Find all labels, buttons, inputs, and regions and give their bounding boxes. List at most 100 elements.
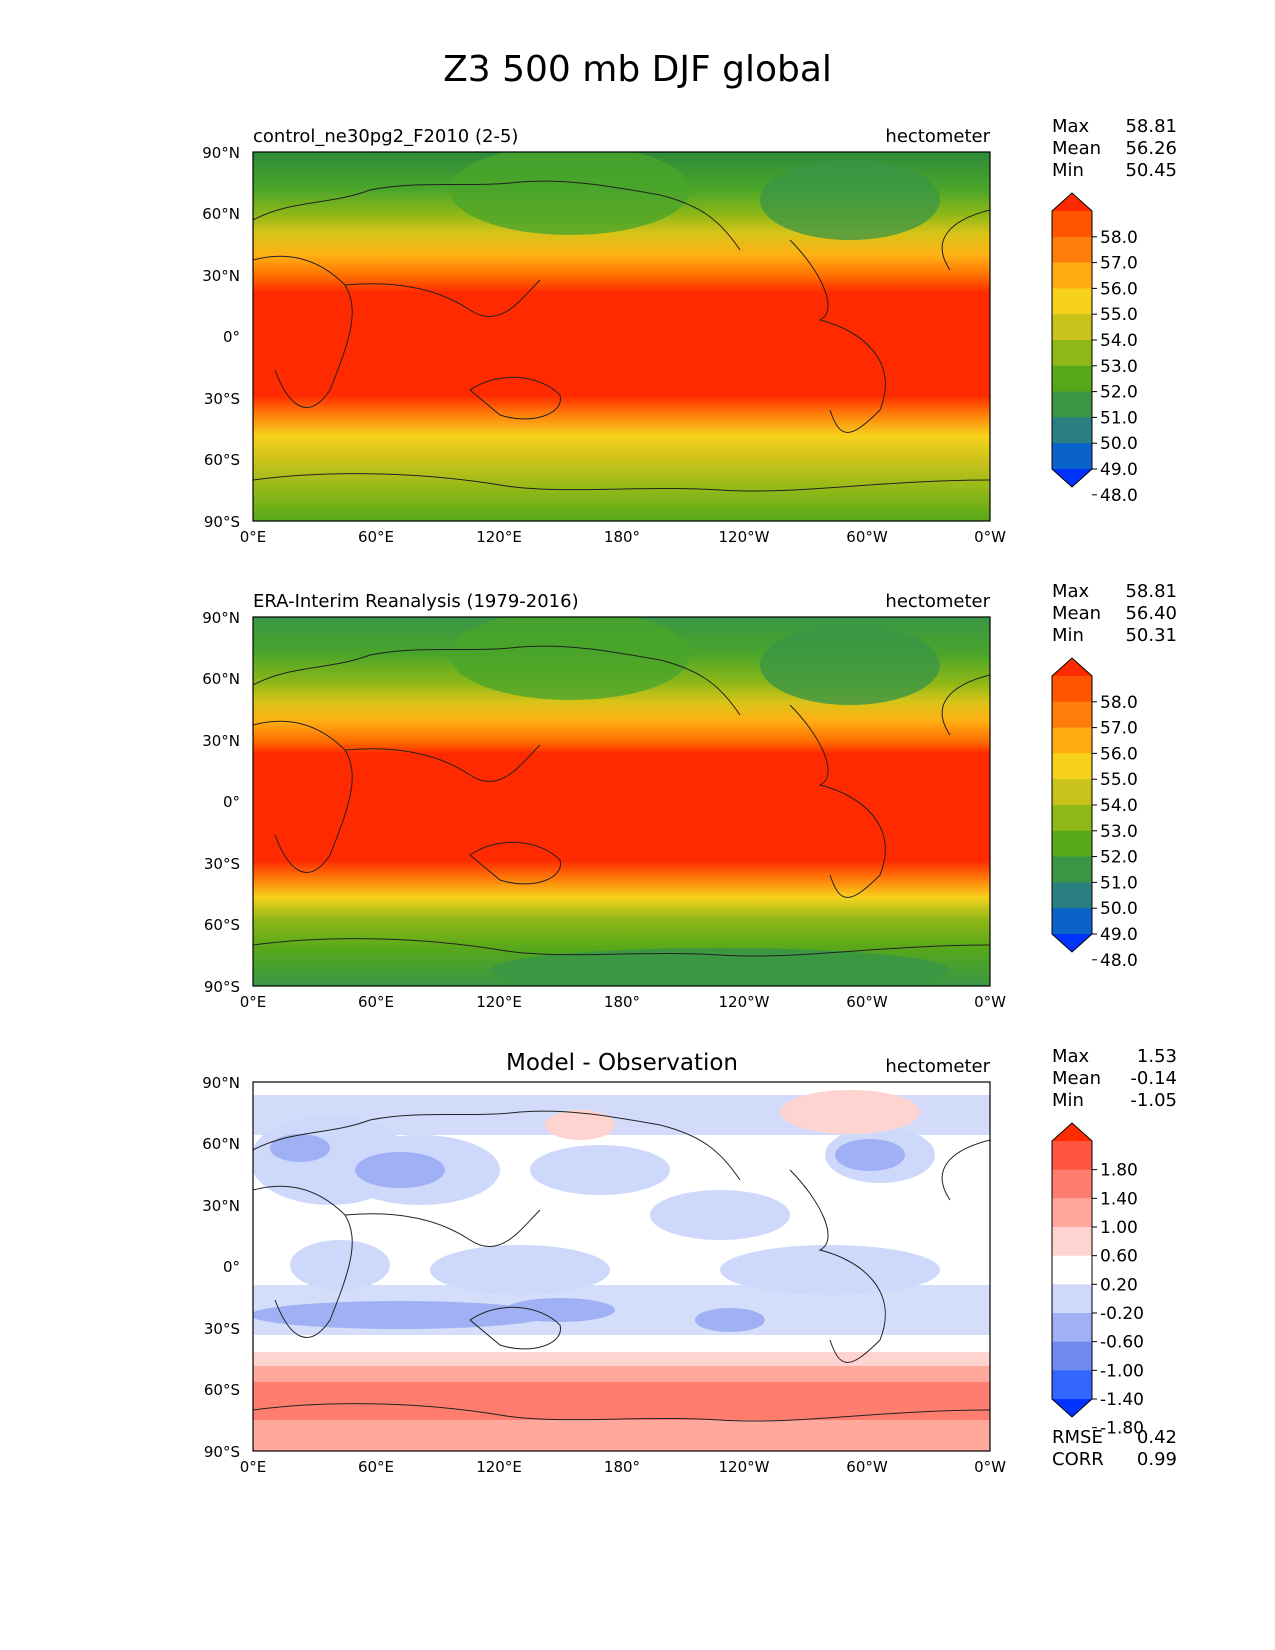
difference-coastline-path <box>253 1110 990 1363</box>
colorbar-level-label: -1.40 <box>1100 1390 1144 1410</box>
colorbar-extend-min <box>1052 469 1092 487</box>
panel-difference-metrics: RMSE 0.42 CORR 0.99 <box>1052 1427 1177 1470</box>
colorbar-swatch <box>1052 443 1092 470</box>
colorbar-swatch <box>1052 1169 1092 1199</box>
difference-band-positive-2 <box>253 1366 990 1382</box>
stat-min-label: Min <box>1052 1090 1084 1111</box>
lon-tick: 180° <box>604 528 640 546</box>
colorbar-extend-max <box>1052 658 1092 676</box>
control-antarctica-path <box>253 473 990 492</box>
control-coastlines <box>253 180 990 492</box>
panel-difference-units: hectometer <box>885 1056 990 1077</box>
panel-observation-lat-ticks: 90°N 60°N 30°N 0° 30°S 60°S 90°S <box>202 609 240 996</box>
colorbar-swatch <box>1052 391 1092 418</box>
lon-tick: 60°E <box>358 1458 394 1476</box>
colorbar-level-label: -1.00 <box>1100 1361 1144 1381</box>
colorbar-level-label: 54.0 <box>1100 796 1138 816</box>
difference-patch-south-pacific <box>720 1245 940 1295</box>
lon-tick: 120°E <box>476 528 522 546</box>
stat-min-value: -1.05 <box>1130 1090 1177 1111</box>
colorbar-swatch <box>1052 417 1092 444</box>
colorbar-swatch <box>1052 676 1092 703</box>
colorbar-level-label: 49.0 <box>1100 460 1138 480</box>
stat-min-label: Min <box>1052 625 1084 646</box>
stat-max-label: Max <box>1052 581 1090 602</box>
stat-min-value: 50.45 <box>1125 160 1177 181</box>
panel-difference-lat-ticks: 90°N 60°N 30°N 0° 30°S 60°S 90°S <box>202 1074 240 1461</box>
difference-patch-kamchatka-positive <box>545 1110 615 1140</box>
lon-tick: 120°W <box>719 993 770 1011</box>
panel-observation-svg: ERA-Interim Reanalysis (1979-2016) hecto… <box>202 581 1177 1011</box>
figure-title: Z3 500 mb DJF global <box>443 49 832 90</box>
metric-corr-label: CORR <box>1052 1449 1104 1470</box>
stat-max-label: Max <box>1052 116 1090 137</box>
colorbar-swatch <box>1052 314 1092 341</box>
lat-tick: 60°N <box>202 205 240 223</box>
lat-tick: 90°S <box>204 513 240 531</box>
colorbar-level-label: 57.0 <box>1100 719 1138 739</box>
colorbar-level-label: 56.0 <box>1100 279 1138 299</box>
colorbar-swatch <box>1052 830 1092 858</box>
panel-control-units: hectometer <box>885 126 990 147</box>
control-trough-america <box>760 160 940 240</box>
colorbar-level-label: 58.0 <box>1100 228 1138 248</box>
panel-control: control_ne30pg2_F2010 (2-5) hectometer 9… <box>0 110 1275 580</box>
observation-antarctic-low <box>490 948 950 986</box>
colorbar-swatch <box>1052 262 1092 289</box>
stat-mean-value: 56.40 <box>1125 603 1177 624</box>
stat-max-value: 1.53 <box>1137 1046 1177 1067</box>
colorbar-level-label: 53.0 <box>1100 357 1138 377</box>
lat-tick: 30°S <box>204 855 240 873</box>
lat-tick: 90°N <box>202 144 240 162</box>
panel-observation-frame <box>252 616 991 987</box>
lat-tick: 0° <box>223 1258 240 1276</box>
difference-patch-asia-core <box>355 1152 445 1188</box>
difference-antarctica-path <box>253 1403 990 1422</box>
colorbar-extend-min <box>1052 934 1092 952</box>
difference-band-zero <box>253 1340 990 1352</box>
stat-mean-value: -0.14 <box>1130 1068 1177 1089</box>
lon-tick: 60°E <box>358 993 394 1011</box>
colorbar-swatch <box>1052 1198 1092 1228</box>
colorbar-level-label: 48.0 <box>1100 486 1138 506</box>
metric-corr-value: 0.99 <box>1137 1449 1177 1470</box>
lat-tick: 60°S <box>204 451 240 469</box>
panel-control-colorbar: 58.0 57.0 56.0 55.0 54.0 53.0 52.0 51.0 50.0 49.0… <box>1051 192 1138 506</box>
panel-control-svg: control_ne30pg2_F2010 (2-5) hectometer 9… <box>202 116 1177 546</box>
colorbar-swatch <box>1052 340 1092 367</box>
lon-tick: 60°E <box>358 528 394 546</box>
panel-control-lat-ticks: 90°N 60°N 30°N 0° 30°S 60°S 90°S <box>202 144 240 531</box>
colorbar-level-label: 52.0 <box>1100 848 1138 868</box>
stat-mean-label: Mean <box>1052 138 1101 159</box>
colorbar-level-label: 0.20 <box>1100 1275 1138 1295</box>
metric-rmse-label: RMSE <box>1052 1427 1103 1448</box>
control-coastline-path <box>253 180 990 433</box>
panel-observation-lon-ticks: 0°E 60°E 120°E 180° 120°W 60°W 0°W <box>240 993 1006 1011</box>
stat-max-value: 58.81 <box>1125 116 1177 137</box>
difference-coastlines <box>253 1110 990 1422</box>
observation-coastlines <box>253 645 990 957</box>
colorbar-level-label: -0.20 <box>1100 1304 1144 1324</box>
colorbar-level-label: 1.00 <box>1100 1218 1138 1238</box>
lat-tick: 30°N <box>202 1197 240 1215</box>
colorbar-level-label: 51.0 <box>1100 408 1138 428</box>
panel-control-title: control_ne30pg2_F2010 (2-5) <box>253 126 518 147</box>
panel-difference-svg: Model - Observation hectometer 90°N <box>202 1046 1177 1476</box>
lon-tick: 0°E <box>240 993 267 1011</box>
colorbar-swatch <box>1052 1227 1092 1257</box>
lat-tick: 90°N <box>202 609 240 627</box>
lon-tick: 120°W <box>719 1458 770 1476</box>
difference-patch-america-core <box>835 1139 905 1171</box>
lat-tick: 30°S <box>204 390 240 408</box>
difference-patch-subtropical <box>650 1190 790 1240</box>
lon-tick: 0°W <box>974 1458 1006 1476</box>
colorbar-level-label: 53.0 <box>1100 822 1138 842</box>
colorbar-swatch <box>1052 908 1092 935</box>
stat-mean-value: 56.26 <box>1125 138 1177 159</box>
observation-antarctica-path <box>253 938 990 957</box>
control-trough-asia <box>450 152 690 235</box>
panel-difference-lon-ticks: 0°E 60°E 120°E 180° 120°W 60°W 0°W <box>240 1458 1006 1476</box>
colorbar-swatch <box>1052 288 1092 315</box>
panel-difference-title: Model - Observation <box>506 1050 738 1076</box>
colorbar-swatch <box>1052 1284 1092 1314</box>
